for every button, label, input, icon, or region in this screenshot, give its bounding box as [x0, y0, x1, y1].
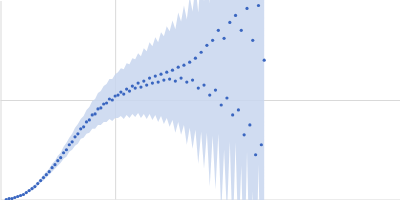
data-point [248, 123, 251, 126]
data-point [245, 7, 248, 10]
data-point [168, 78, 171, 81]
data-point [171, 69, 174, 72]
data-point [142, 79, 145, 82]
data-point [128, 89, 131, 92]
data-point [91, 113, 94, 116]
data-point [65, 148, 68, 151]
data-point [234, 14, 237, 17]
data-point [182, 64, 185, 67]
data-point [154, 75, 157, 78]
data-point [33, 185, 36, 188]
data-point [220, 103, 223, 106]
data-point [228, 21, 231, 24]
data-point [131, 84, 134, 87]
data-point [237, 108, 240, 111]
data-point [119, 90, 122, 93]
data-point [22, 193, 25, 196]
data-point [179, 77, 182, 80]
data-point [174, 79, 177, 82]
data-point [162, 79, 165, 82]
data-point [231, 113, 234, 116]
data-point [53, 163, 56, 166]
data-point [82, 125, 85, 128]
data-point [202, 83, 205, 86]
data-point [200, 51, 203, 54]
data-point [240, 29, 243, 32]
data-point [139, 85, 142, 88]
data-point [102, 102, 105, 105]
data-point [254, 153, 257, 156]
data-point [116, 93, 119, 96]
data-point [111, 98, 114, 101]
data-point [159, 73, 162, 76]
data-point [45, 173, 48, 176]
data-point [122, 92, 125, 95]
data-point [157, 80, 160, 83]
data-point [134, 86, 137, 89]
data-point [96, 107, 99, 110]
data-point [191, 79, 194, 82]
data-point [108, 97, 111, 100]
data-point [148, 77, 151, 80]
data-point [222, 37, 225, 40]
data-point [257, 4, 260, 7]
data-point [10, 197, 13, 200]
data-point [50, 166, 53, 169]
data-point [19, 194, 22, 197]
data-point [251, 39, 254, 42]
data-point [99, 106, 102, 109]
data-point [263, 59, 266, 62]
data-point [197, 86, 200, 89]
data-point [145, 83, 148, 86]
data-point [88, 118, 91, 121]
data-point [73, 135, 76, 138]
data-point [13, 196, 16, 199]
data-point [243, 133, 246, 136]
data-point [28, 189, 31, 192]
data-point [260, 143, 263, 146]
data-point [48, 170, 51, 173]
data-point [165, 71, 168, 74]
data-point [114, 94, 117, 97]
data-point [217, 29, 220, 32]
data-point [68, 143, 71, 146]
data-point [7, 197, 10, 200]
data-point [105, 101, 108, 104]
data-point [125, 87, 128, 90]
data-point [76, 132, 79, 135]
data-point [151, 81, 154, 84]
data-point [211, 39, 214, 42]
data-point [188, 61, 191, 64]
data-point [185, 80, 188, 83]
data-point [177, 66, 180, 69]
data-point [225, 96, 228, 99]
data-point [39, 179, 42, 182]
error-band [6, 0, 264, 200]
data-point [71, 140, 74, 143]
data-point [42, 176, 45, 179]
data-point [194, 57, 197, 60]
data-point [79, 127, 82, 130]
data-point [136, 81, 139, 84]
plot-area [5, 0, 266, 200]
data-point [56, 159, 59, 162]
data-point [5, 198, 8, 200]
chart [0, 0, 400, 200]
data-point [59, 156, 62, 159]
data-point [36, 182, 39, 185]
data-point [30, 187, 33, 190]
data-point [214, 88, 217, 91]
data-point [208, 93, 211, 96]
data-point [16, 195, 19, 198]
data-point [25, 191, 28, 194]
data-point [93, 112, 96, 115]
data-point [205, 44, 208, 47]
data-point [85, 120, 88, 123]
data-point [62, 151, 65, 154]
